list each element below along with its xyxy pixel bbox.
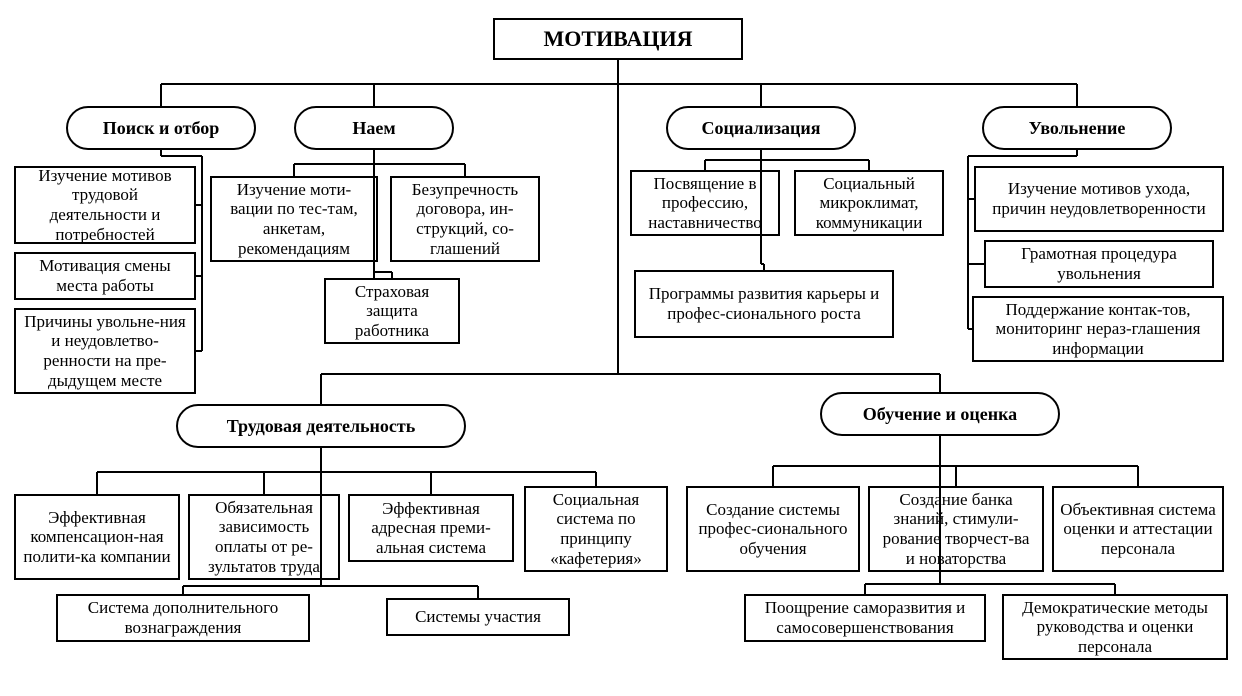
diagram-canvas: МОТИВАЦИЯПоиск и отборНаемСоциализацияУв… — [0, 0, 1242, 696]
connector-lines — [0, 0, 1242, 696]
